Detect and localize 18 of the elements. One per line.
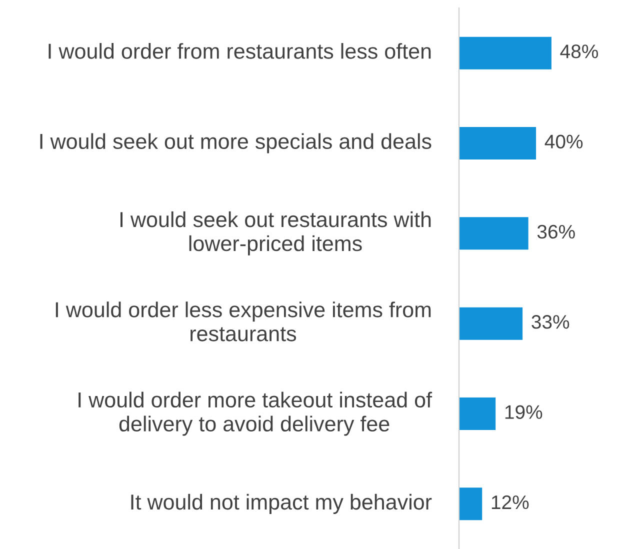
- y-tick-label: I would order less expensive items from restaurants: [56, 302, 431, 342]
- y-tick-label: I would seek out more specials and deals: [40, 133, 432, 154]
- data-label: 33%: [532, 315, 570, 329]
- y-tick-label: I would order more takeout instead of delivery to avoid delivery fee: [78, 392, 432, 436]
- bar: [459, 127, 536, 160]
- bar: [459, 36, 552, 70]
- data-label: 36%: [537, 224, 575, 239]
- y-tick-label: I would order from restaurants less often: [48, 43, 431, 59]
- data-label: 40%: [544, 134, 583, 148]
- data-label: 19%: [505, 405, 542, 419]
- bar: [459, 398, 496, 430]
- y-tick-label: It would not impact my behavior: [131, 494, 432, 514]
- data-label: 12%: [492, 495, 529, 510]
- bar: [459, 217, 528, 250]
- y-tick-label: I would seek out restaurants with lower-priced items: [120, 211, 431, 256]
- bar: [459, 488, 482, 520]
- bar: [459, 307, 523, 340]
- data-label: 48%: [560, 44, 598, 58]
